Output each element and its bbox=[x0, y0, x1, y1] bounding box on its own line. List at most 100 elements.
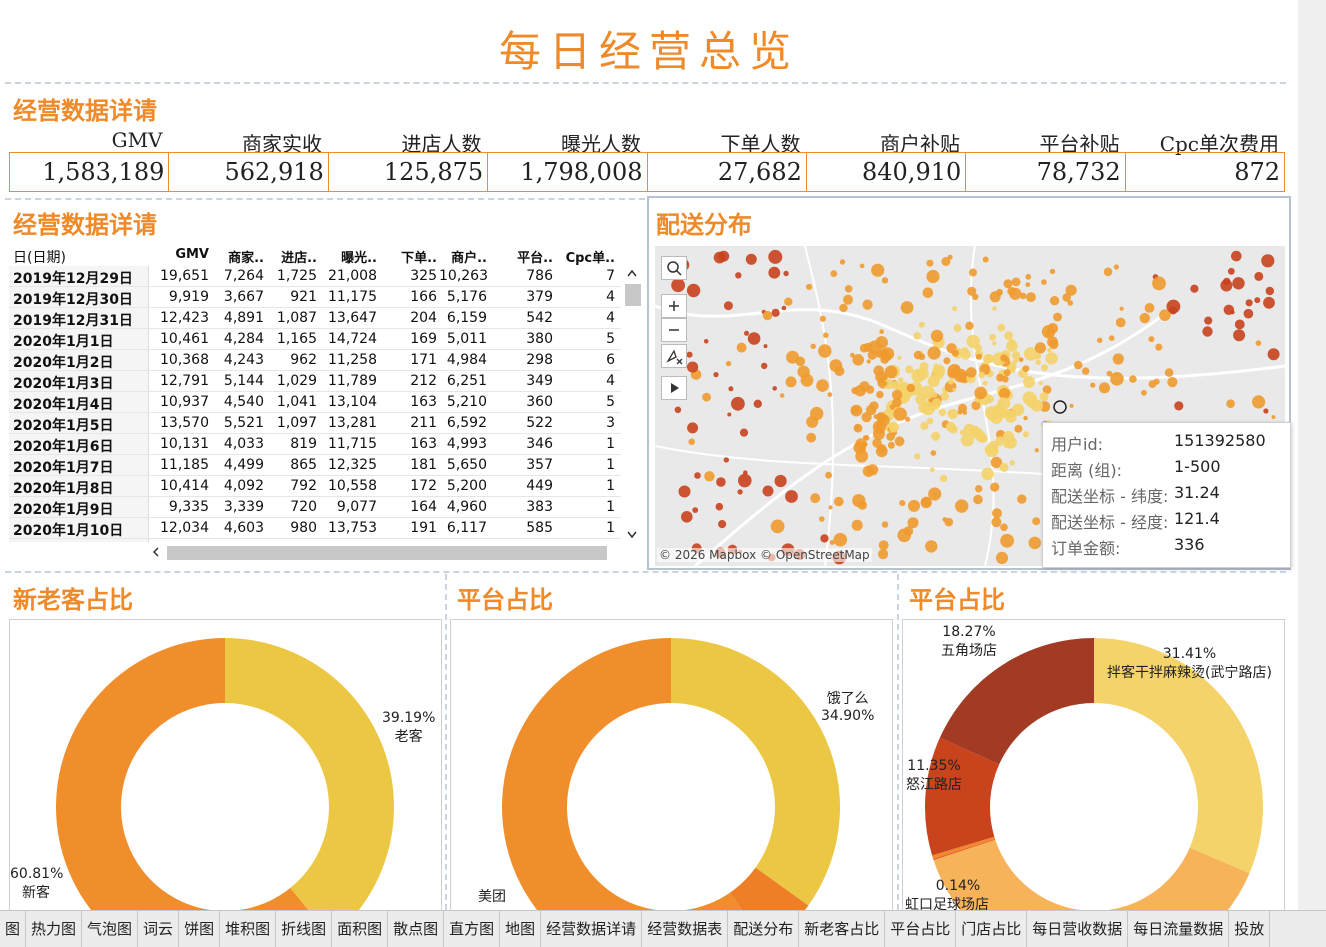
map-point[interactable] bbox=[983, 354, 993, 364]
map-point[interactable] bbox=[916, 367, 929, 380]
map-point[interactable] bbox=[996, 373, 1005, 382]
kpi-value[interactable]: 872 bbox=[1234, 158, 1280, 186]
map-point[interactable] bbox=[1152, 276, 1166, 291]
map-point[interactable] bbox=[1082, 367, 1090, 375]
map-point[interactable] bbox=[843, 294, 853, 305]
map-point[interactable] bbox=[1019, 292, 1027, 300]
kpi-value[interactable]: 1,798,008 bbox=[488, 153, 648, 191]
map-point[interactable] bbox=[996, 407, 1008, 419]
donut-slice[interactable] bbox=[925, 737, 1000, 856]
map-point[interactable] bbox=[762, 485, 774, 497]
table-row[interactable]: 2019年12月29日 19,651 7,264 1,725 21,008 325 10,2… bbox=[9, 266, 621, 287]
map-point[interactable] bbox=[828, 505, 833, 510]
map-point[interactable] bbox=[725, 360, 732, 367]
map-point[interactable] bbox=[876, 390, 884, 399]
sheet-tab[interactable]: 直方图 bbox=[444, 911, 501, 947]
table-row[interactable]: 2019年12月30日 9,919 3,667 921 11,175 166 5,176 37… bbox=[9, 287, 621, 308]
map-point[interactable] bbox=[687, 361, 699, 373]
map-point[interactable] bbox=[1032, 517, 1041, 526]
map-point[interactable] bbox=[851, 519, 863, 531]
map-point[interactable] bbox=[886, 432, 895, 441]
column-header[interactable]: GMV bbox=[175, 247, 209, 262]
map-point[interactable] bbox=[1254, 297, 1261, 304]
map-point[interactable] bbox=[692, 507, 699, 513]
map-point[interactable] bbox=[827, 392, 833, 397]
map-point[interactable] bbox=[834, 496, 844, 507]
map-point[interactable] bbox=[1022, 365, 1030, 372]
sheet-tab[interactable]: 堆积图 bbox=[220, 911, 277, 947]
map-point[interactable] bbox=[878, 348, 890, 360]
map-point[interactable] bbox=[738, 473, 752, 488]
page-scrollbar[interactable] bbox=[1298, 0, 1326, 910]
donut-slice[interactable] bbox=[729, 867, 809, 919]
map-point[interactable] bbox=[1252, 395, 1266, 409]
kpi-value[interactable]: 1,583,189 bbox=[10, 153, 170, 191]
map-point[interactable] bbox=[768, 249, 783, 264]
map-point[interactable] bbox=[1232, 277, 1245, 290]
map-point[interactable] bbox=[941, 257, 951, 266]
map-point[interactable] bbox=[1034, 342, 1046, 354]
map-point[interactable] bbox=[686, 283, 701, 298]
map-point[interactable] bbox=[873, 365, 884, 376]
map-point[interactable] bbox=[930, 450, 937, 456]
map-point[interactable] bbox=[1267, 348, 1280, 361]
hscroll-thumb[interactable] bbox=[167, 546, 607, 560]
map-point[interactable] bbox=[1245, 299, 1253, 307]
map-point[interactable] bbox=[865, 385, 875, 394]
map-point[interactable] bbox=[933, 363, 939, 368]
date-header[interactable]: 日(日期) bbox=[13, 250, 66, 266]
map-point[interactable] bbox=[1108, 335, 1115, 341]
map-point[interactable] bbox=[735, 272, 742, 279]
selected-marker[interactable] bbox=[1052, 399, 1068, 415]
map-point[interactable] bbox=[1159, 309, 1171, 321]
map-point[interactable] bbox=[1167, 377, 1178, 388]
sheet-tab[interactable]: 门店占比 bbox=[956, 911, 1028, 947]
map-point[interactable] bbox=[866, 359, 871, 364]
map-point[interactable] bbox=[674, 406, 682, 414]
table-row[interactable]: 2020年1月10日 12,034 4,603 980 13,753 191 6,117 58… bbox=[9, 518, 621, 539]
map-point[interactable] bbox=[687, 422, 699, 434]
map-point[interactable] bbox=[947, 368, 958, 379]
map-point[interactable] bbox=[982, 256, 989, 263]
map-point[interactable] bbox=[903, 526, 914, 536]
map-point[interactable] bbox=[830, 270, 838, 277]
map-point[interactable] bbox=[1028, 536, 1042, 550]
donut-slice[interactable] bbox=[502, 638, 767, 919]
map-point[interactable] bbox=[1254, 271, 1264, 281]
map-point[interactable] bbox=[963, 423, 975, 436]
map-point[interactable] bbox=[1014, 424, 1023, 433]
map-point[interactable] bbox=[1000, 533, 1014, 548]
map-point[interactable] bbox=[1261, 254, 1275, 268]
map-point[interactable] bbox=[920, 421, 929, 430]
map-point[interactable] bbox=[1041, 364, 1048, 372]
map-point[interactable] bbox=[975, 353, 982, 360]
map-point[interactable] bbox=[922, 287, 934, 298]
map-point[interactable] bbox=[881, 521, 889, 528]
map-point[interactable] bbox=[985, 394, 994, 404]
donut-slice[interactable] bbox=[939, 638, 1094, 765]
map-point[interactable] bbox=[932, 367, 945, 380]
sheet-tab[interactable]: 投放 bbox=[1229, 911, 1271, 947]
map-point[interactable] bbox=[929, 467, 935, 473]
zoom-out-button[interactable] bbox=[661, 318, 687, 342]
map-point[interactable] bbox=[962, 410, 968, 415]
reset-map-button[interactable] bbox=[661, 344, 687, 368]
map-point[interactable] bbox=[718, 520, 727, 529]
column-header[interactable]: 进店.. bbox=[281, 251, 317, 266]
map-point[interactable] bbox=[899, 500, 906, 507]
sheet-tab[interactable]: 词云 bbox=[138, 911, 180, 947]
map-point[interactable] bbox=[893, 407, 907, 421]
table-row[interactable]: 2020年1月1日 10,461 4,284 1,165 14,724 169 5,011 3… bbox=[9, 329, 621, 350]
map-point[interactable] bbox=[997, 323, 1006, 332]
map-point[interactable] bbox=[859, 263, 865, 269]
map-point[interactable] bbox=[938, 408, 947, 416]
map-point[interactable] bbox=[999, 463, 1009, 472]
map-point[interactable] bbox=[992, 306, 997, 311]
map-point[interactable] bbox=[1069, 403, 1074, 408]
map-point[interactable] bbox=[728, 386, 734, 392]
map-point[interactable] bbox=[998, 387, 1011, 400]
map-point[interactable] bbox=[823, 332, 829, 338]
map-point[interactable] bbox=[1243, 308, 1254, 319]
map-point[interactable] bbox=[988, 440, 999, 452]
map-point[interactable] bbox=[1011, 277, 1021, 287]
